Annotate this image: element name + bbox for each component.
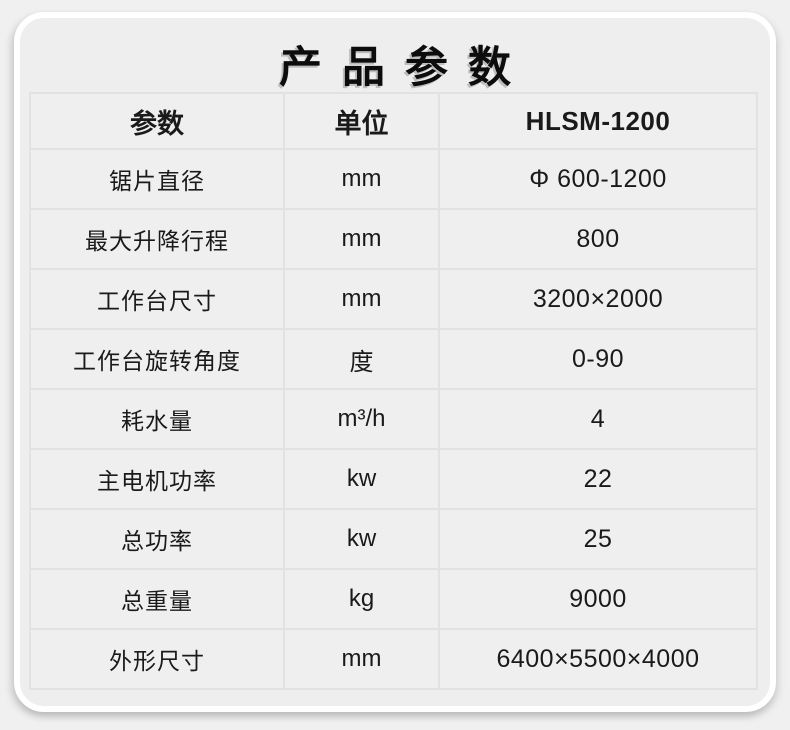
- unit-cell: kw: [283, 448, 440, 510]
- value-cell: 25: [438, 508, 758, 570]
- param-cell: 工作台旋转角度: [29, 328, 285, 390]
- param-cell: 耗水量: [29, 388, 285, 450]
- table-row: 主电机功率 kw 22: [29, 448, 758, 510]
- param-cell: 主电机功率: [29, 448, 285, 510]
- unit-cell: kw: [283, 508, 440, 570]
- unit-cell: 度: [283, 328, 440, 390]
- unit-cell: mm: [283, 628, 440, 690]
- header-unit: 单位: [283, 92, 440, 150]
- table-row: 总重量 kg 9000: [29, 568, 758, 630]
- value-cell: 22: [438, 448, 758, 510]
- param-cell: 最大升降行程: [29, 208, 285, 270]
- param-cell: 总重量: [29, 568, 285, 630]
- value-cell: 4: [438, 388, 758, 450]
- unit-cell: m³/h: [283, 388, 440, 450]
- param-cell: 锯片直径: [29, 148, 285, 210]
- param-cell: 外形尺寸: [29, 628, 285, 690]
- table-row: 工作台尺寸 mm 3200×2000: [29, 268, 758, 330]
- table-row: 最大升降行程 mm 800: [29, 208, 758, 270]
- unit-cell: mm: [283, 268, 440, 330]
- value-cell: Φ 600-1200: [438, 148, 758, 210]
- header-param: 参数: [29, 92, 285, 150]
- value-cell: 800: [438, 208, 758, 270]
- product-params-card: 产品参数 参数 单位 HLSM-1200 锯片直径 mm Φ 600-1200 …: [14, 12, 776, 712]
- table-row: 总功率 kw 25: [29, 508, 758, 570]
- value-cell: 3200×2000: [438, 268, 758, 330]
- param-cell: 总功率: [29, 508, 285, 570]
- header-model: HLSM-1200: [438, 92, 758, 150]
- unit-cell: mm: [283, 208, 440, 270]
- table-row: 工作台旋转角度 度 0-90: [29, 328, 758, 390]
- unit-cell: kg: [283, 568, 440, 630]
- value-cell: 6400×5500×4000: [438, 628, 758, 690]
- param-cell: 工作台尺寸: [29, 268, 285, 330]
- page-title: 产品参数: [279, 44, 531, 92]
- spec-table: 参数 单位 HLSM-1200 锯片直径 mm Φ 600-1200 最大升降行…: [29, 92, 758, 690]
- table-row: 外形尺寸 mm 6400×5500×4000: [29, 628, 758, 690]
- header-row: 参数 单位 HLSM-1200: [29, 92, 758, 150]
- table-row: 锯片直径 mm Φ 600-1200: [29, 148, 758, 210]
- value-cell: 0-90: [438, 328, 758, 390]
- table-row: 耗水量 m³/h 4: [29, 388, 758, 450]
- value-cell: 9000: [438, 568, 758, 630]
- unit-cell: mm: [283, 148, 440, 210]
